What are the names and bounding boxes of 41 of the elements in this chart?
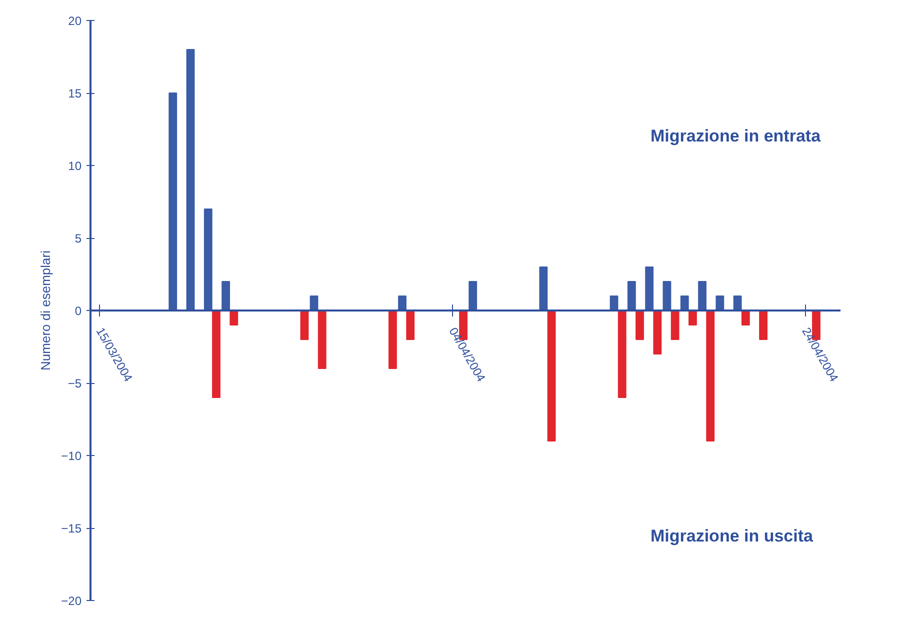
y-tick-label: −20 [61, 594, 82, 608]
y-tick-label: −10 [61, 449, 82, 463]
bar [388, 310, 397, 369]
y-axis-title: Numero di esemplari [38, 250, 54, 370]
bar [468, 281, 478, 311]
bar [406, 310, 415, 340]
y-tick-label: 5 [74, 232, 82, 246]
bar [539, 266, 548, 311]
bar [680, 296, 689, 311]
bar [547, 310, 556, 442]
bar [300, 310, 309, 340]
bar [759, 310, 768, 340]
annotation: Migrazione in entrata [650, 126, 822, 146]
bar [618, 310, 626, 398]
y-tick-label: 0 [74, 304, 82, 318]
bar [706, 310, 715, 442]
bar [222, 281, 230, 311]
bar [653, 310, 662, 354]
y-tick-label: 20 [68, 14, 82, 28]
y-tick-label: −5 [68, 376, 82, 390]
bar [230, 310, 238, 326]
bar [670, 310, 680, 340]
bar [645, 266, 654, 311]
bar [698, 281, 706, 311]
y-tick-label: 15 [68, 86, 82, 100]
bar [627, 281, 636, 311]
bar [168, 92, 178, 311]
y-tick-label: 10 [68, 159, 82, 173]
bar [204, 208, 212, 311]
bar [636, 310, 644, 340]
bar [662, 281, 672, 311]
annotation: Migrazione in uscita [650, 526, 814, 546]
bar [716, 296, 724, 311]
bar [688, 310, 697, 326]
bar [741, 310, 750, 326]
y-tick-label: −15 [61, 522, 82, 536]
bar [212, 310, 220, 398]
bar [733, 296, 742, 311]
bar [318, 310, 326, 369]
bar [398, 296, 406, 311]
bar [186, 49, 195, 311]
